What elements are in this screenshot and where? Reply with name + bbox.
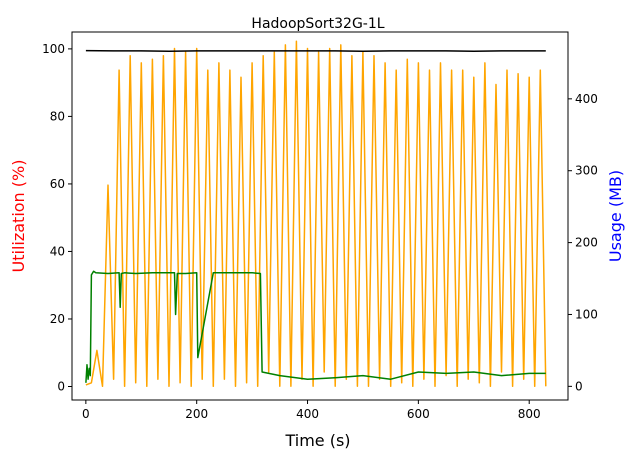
y-axis-right-label: Usage (MB) bbox=[606, 170, 625, 262]
series-line-2 bbox=[85, 40, 547, 388]
y-right-tick-label: 100 bbox=[575, 307, 598, 321]
y-left-tick-label: 100 bbox=[42, 42, 65, 56]
x-tick-label: 0 bbox=[82, 407, 90, 421]
x-tick-label: 400 bbox=[296, 407, 319, 421]
y-left-tick-label: 80 bbox=[50, 109, 65, 123]
x-axis: 0 200 400 600 800 bbox=[82, 400, 541, 421]
x-tick-label: 200 bbox=[185, 407, 208, 421]
y-left-tick-label: 60 bbox=[50, 177, 65, 191]
y-axis-right: 0 100 200 300 400 bbox=[568, 92, 598, 393]
y-axis-left: 0 20 40 60 80 100 bbox=[42, 42, 72, 393]
y-left-tick-label: 0 bbox=[57, 379, 65, 393]
y-axis-left-label: Utilization (%) bbox=[9, 160, 28, 273]
chart-title: HadoopSort32G-1L bbox=[251, 16, 384, 32]
y-right-tick-label: 0 bbox=[575, 379, 583, 393]
y-right-tick-label: 300 bbox=[575, 164, 598, 178]
series-layer bbox=[85, 40, 547, 388]
y-left-tick-label: 40 bbox=[50, 244, 65, 258]
x-tick-label: 800 bbox=[518, 407, 541, 421]
x-tick-label: 600 bbox=[407, 407, 430, 421]
plot-frame bbox=[71, 31, 569, 401]
y-left-tick-label: 20 bbox=[50, 312, 65, 326]
series-line-1 bbox=[85, 270, 546, 383]
y-right-tick-label: 400 bbox=[575, 92, 598, 106]
series-line-0 bbox=[85, 49, 546, 52]
y-right-tick-label: 200 bbox=[575, 236, 598, 250]
x-axis-label: Time (s) bbox=[284, 431, 350, 450]
